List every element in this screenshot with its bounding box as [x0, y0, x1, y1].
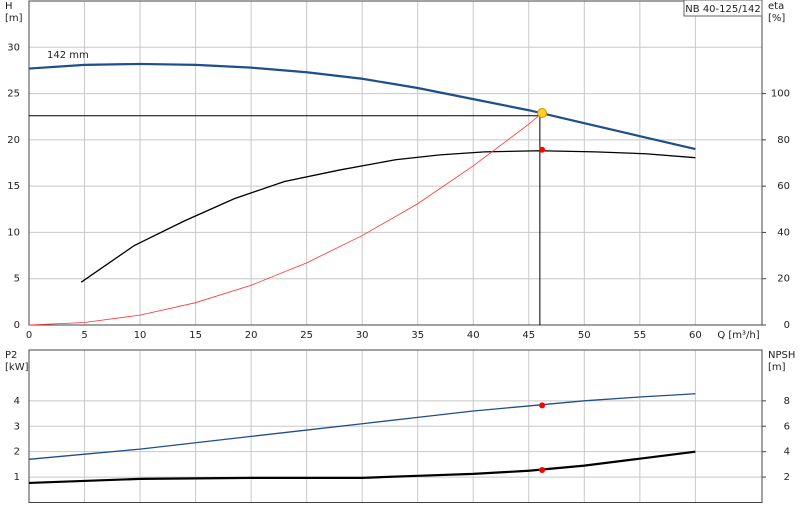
y-tick-label: 4: [14, 396, 20, 407]
point-marker: [539, 146, 546, 153]
y-tick-label: 0: [14, 320, 20, 331]
curve: [28, 112, 543, 326]
y-tick-label: 5: [14, 274, 20, 285]
y-axis-label: [m]: [5, 13, 23, 24]
y-axis-label: P2: [5, 350, 17, 361]
plot-frame: [28, 0, 763, 326]
x-tick-label: 55: [633, 330, 646, 341]
plot-frame: [28, 349, 763, 503]
y2-tick-label: 2: [784, 472, 790, 483]
curve: [28, 393, 696, 460]
y-tick-label: 3: [14, 421, 20, 432]
y2-tick-label: 4: [784, 447, 790, 458]
title-box: [683, 0, 763, 17]
point-marker: [539, 402, 546, 409]
x-tick-label: 0: [26, 330, 32, 341]
x-tick-label: 60: [689, 330, 702, 341]
x-tick-label: 45: [522, 330, 535, 341]
y-tick-label: 15: [7, 181, 20, 192]
y-axis-label: [kW]: [5, 362, 29, 373]
curve-label: 142 mm: [47, 50, 89, 61]
y-tick-label: 25: [7, 89, 20, 100]
x-tick-label: 25: [300, 330, 313, 341]
y2-tick-label: 100: [771, 89, 790, 100]
x-tick-label: 40: [467, 330, 480, 341]
x-tick-label: 15: [189, 330, 202, 341]
y-axis-label: H: [5, 1, 13, 12]
x-tick-label: 20: [245, 330, 258, 341]
y-tick-label: 20: [7, 135, 20, 146]
x-tick-label: 5: [81, 330, 87, 341]
y2-tick-label: 40: [777, 227, 790, 238]
y2-tick-label: 80: [777, 135, 790, 146]
y-tick-label: 30: [7, 42, 20, 53]
y2-tick-label: 20: [777, 274, 790, 285]
x-tick-label: 50: [578, 330, 591, 341]
y2-axis-label: NPSH: [768, 350, 795, 361]
y2-tick-label: 8: [784, 396, 790, 407]
curve: [28, 450, 696, 485]
y2-tick-label: 6: [784, 421, 790, 432]
y2-tick-label: 0: [784, 320, 790, 331]
y-tick-label: 10: [7, 227, 20, 238]
x-tick-label: 35: [411, 330, 424, 341]
y-tick-label: 2: [14, 447, 20, 458]
curve: [80, 150, 696, 283]
y2-tick-label: 60: [777, 181, 790, 192]
point-marker: [537, 108, 548, 119]
x-tick-label: 10: [134, 330, 147, 341]
point-marker: [539, 466, 546, 473]
x-tick-label: 30: [356, 330, 369, 341]
y2-axis-label: [m]: [768, 362, 786, 373]
curve: [28, 62, 696, 151]
y2-axis-label: [%]: [768, 13, 785, 24]
y-tick-label: 1: [14, 472, 20, 483]
y2-axis-label: eta: [768, 1, 784, 12]
x-axis-label: Q [m³/h]: [717, 330, 759, 341]
chart-title: NB 40-125/142: [685, 4, 760, 15]
